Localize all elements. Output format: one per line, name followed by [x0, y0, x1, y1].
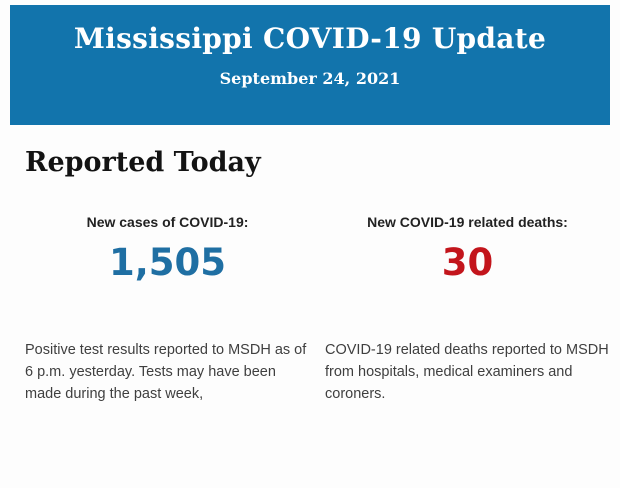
new-cases-value: 1,505 — [108, 241, 227, 284]
new-cases-description: Positive test results reported to MSDH a… — [25, 342, 307, 402]
stat-new-deaths: New COVID-19 related deaths: 30 COVID-19… — [325, 214, 610, 405]
newsletter-page: Mississippi COVID-19 Update September 24… — [0, 5, 620, 488]
stat-new-cases: New cases of COVID-19: 1,505 Positive te… — [25, 214, 310, 405]
header-band: Mississippi COVID-19 Update September 24… — [10, 5, 610, 125]
new-deaths-value: 30 — [441, 241, 494, 284]
stats-row: New cases of COVID-19: 1,505 Positive te… — [25, 214, 610, 405]
section-heading: Reported Today — [25, 147, 261, 178]
new-deaths-label: New COVID-19 related deaths: — [367, 214, 568, 230]
new-cases-label: New cases of COVID-19: — [86, 214, 249, 230]
newsletter-date: September 24, 2021 — [219, 69, 401, 88]
content-area: Reported Today New cases of COVID-19: 1,… — [0, 147, 620, 405]
newsletter-title: Mississippi COVID-19 Update — [73, 22, 547, 55]
new-deaths-description: COVID-19 related deaths reported to MSDH… — [325, 342, 609, 402]
